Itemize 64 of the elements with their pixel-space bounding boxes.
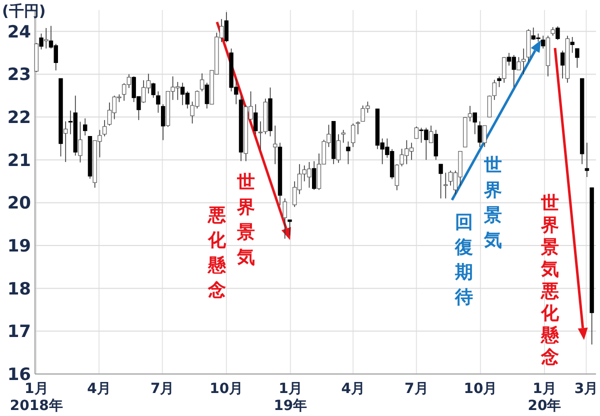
candlestick bbox=[200, 72, 204, 92]
candlestick bbox=[156, 90, 160, 114]
y-tick-label: 21 bbox=[7, 150, 31, 171]
x-tick-label: 1月 19年 bbox=[274, 381, 308, 414]
candlestick bbox=[487, 95, 492, 118]
candlestick bbox=[438, 164, 443, 199]
candlestick bbox=[472, 112, 477, 135]
candlestick bbox=[204, 82, 210, 109]
y-tick-label: 17 bbox=[7, 322, 31, 342]
candlestick bbox=[224, 12, 229, 43]
x-tick-label: 10月 bbox=[210, 381, 244, 397]
y-tick-label: 18 bbox=[7, 279, 31, 300]
candlestick bbox=[434, 130, 438, 160]
candlestick bbox=[575, 48, 580, 68]
candlestick bbox=[78, 121, 82, 163]
x-tick-label: 3月 bbox=[574, 381, 598, 397]
candlestick bbox=[346, 141, 350, 165]
candlestick bbox=[516, 56, 521, 70]
y-tick-label: 24 bbox=[7, 22, 32, 42]
candlestick bbox=[492, 79, 496, 100]
candlestick bbox=[39, 33, 44, 50]
candlestick bbox=[282, 198, 287, 240]
candlestick bbox=[356, 120, 360, 135]
candlestick bbox=[288, 219, 292, 236]
candlestick bbox=[273, 125, 278, 165]
candlestick bbox=[482, 125, 487, 148]
candlestick bbox=[584, 142, 590, 178]
y-tick-label: 23 bbox=[7, 65, 31, 86]
y-axis-title: (千円) bbox=[2, 2, 46, 20]
candlestick bbox=[414, 126, 419, 139]
candlestick bbox=[341, 130, 346, 144]
candlestick bbox=[336, 134, 341, 164]
x-tick-label: 7月 bbox=[150, 381, 174, 397]
x-tick-label: 10月 bbox=[464, 381, 498, 397]
candlestick bbox=[502, 56, 506, 84]
candlestick bbox=[151, 82, 156, 98]
candlestick bbox=[478, 120, 482, 148]
candlestick bbox=[312, 160, 316, 190]
x-tick-label: 1月 20年 bbox=[528, 381, 562, 414]
candlestick bbox=[541, 35, 546, 49]
x-tick-label: 4月 bbox=[87, 381, 111, 397]
candlestick bbox=[497, 76, 502, 88]
candlestick bbox=[44, 28, 48, 49]
y-tick-label: 20 bbox=[7, 194, 32, 214]
candlestick bbox=[444, 172, 448, 199]
candlestick bbox=[394, 164, 400, 191]
candlestick bbox=[102, 120, 107, 137]
candlestick bbox=[83, 118, 88, 136]
y-tick-label: 22 bbox=[7, 108, 31, 128]
x-tick-label: 1月 2018年 bbox=[10, 381, 63, 414]
annotation: 世界景気回復期待 bbox=[454, 155, 502, 308]
x-tick-label: 7月 bbox=[404, 381, 428, 397]
candlestick bbox=[64, 120, 68, 162]
candlestick bbox=[570, 36, 574, 54]
candlestick bbox=[254, 104, 258, 135]
text: 世界景気悪化懸念 bbox=[208, 172, 255, 301]
y-tick-label: 19 bbox=[7, 236, 31, 256]
candlestick bbox=[350, 123, 356, 148]
annotation: 世界景気悪化懸念 bbox=[540, 193, 560, 368]
candlestick bbox=[556, 26, 560, 40]
candlestick bbox=[560, 50, 565, 79]
x-tick-label: 4月 bbox=[341, 381, 365, 397]
candlestick bbox=[160, 104, 166, 141]
candlestick bbox=[428, 125, 434, 144]
